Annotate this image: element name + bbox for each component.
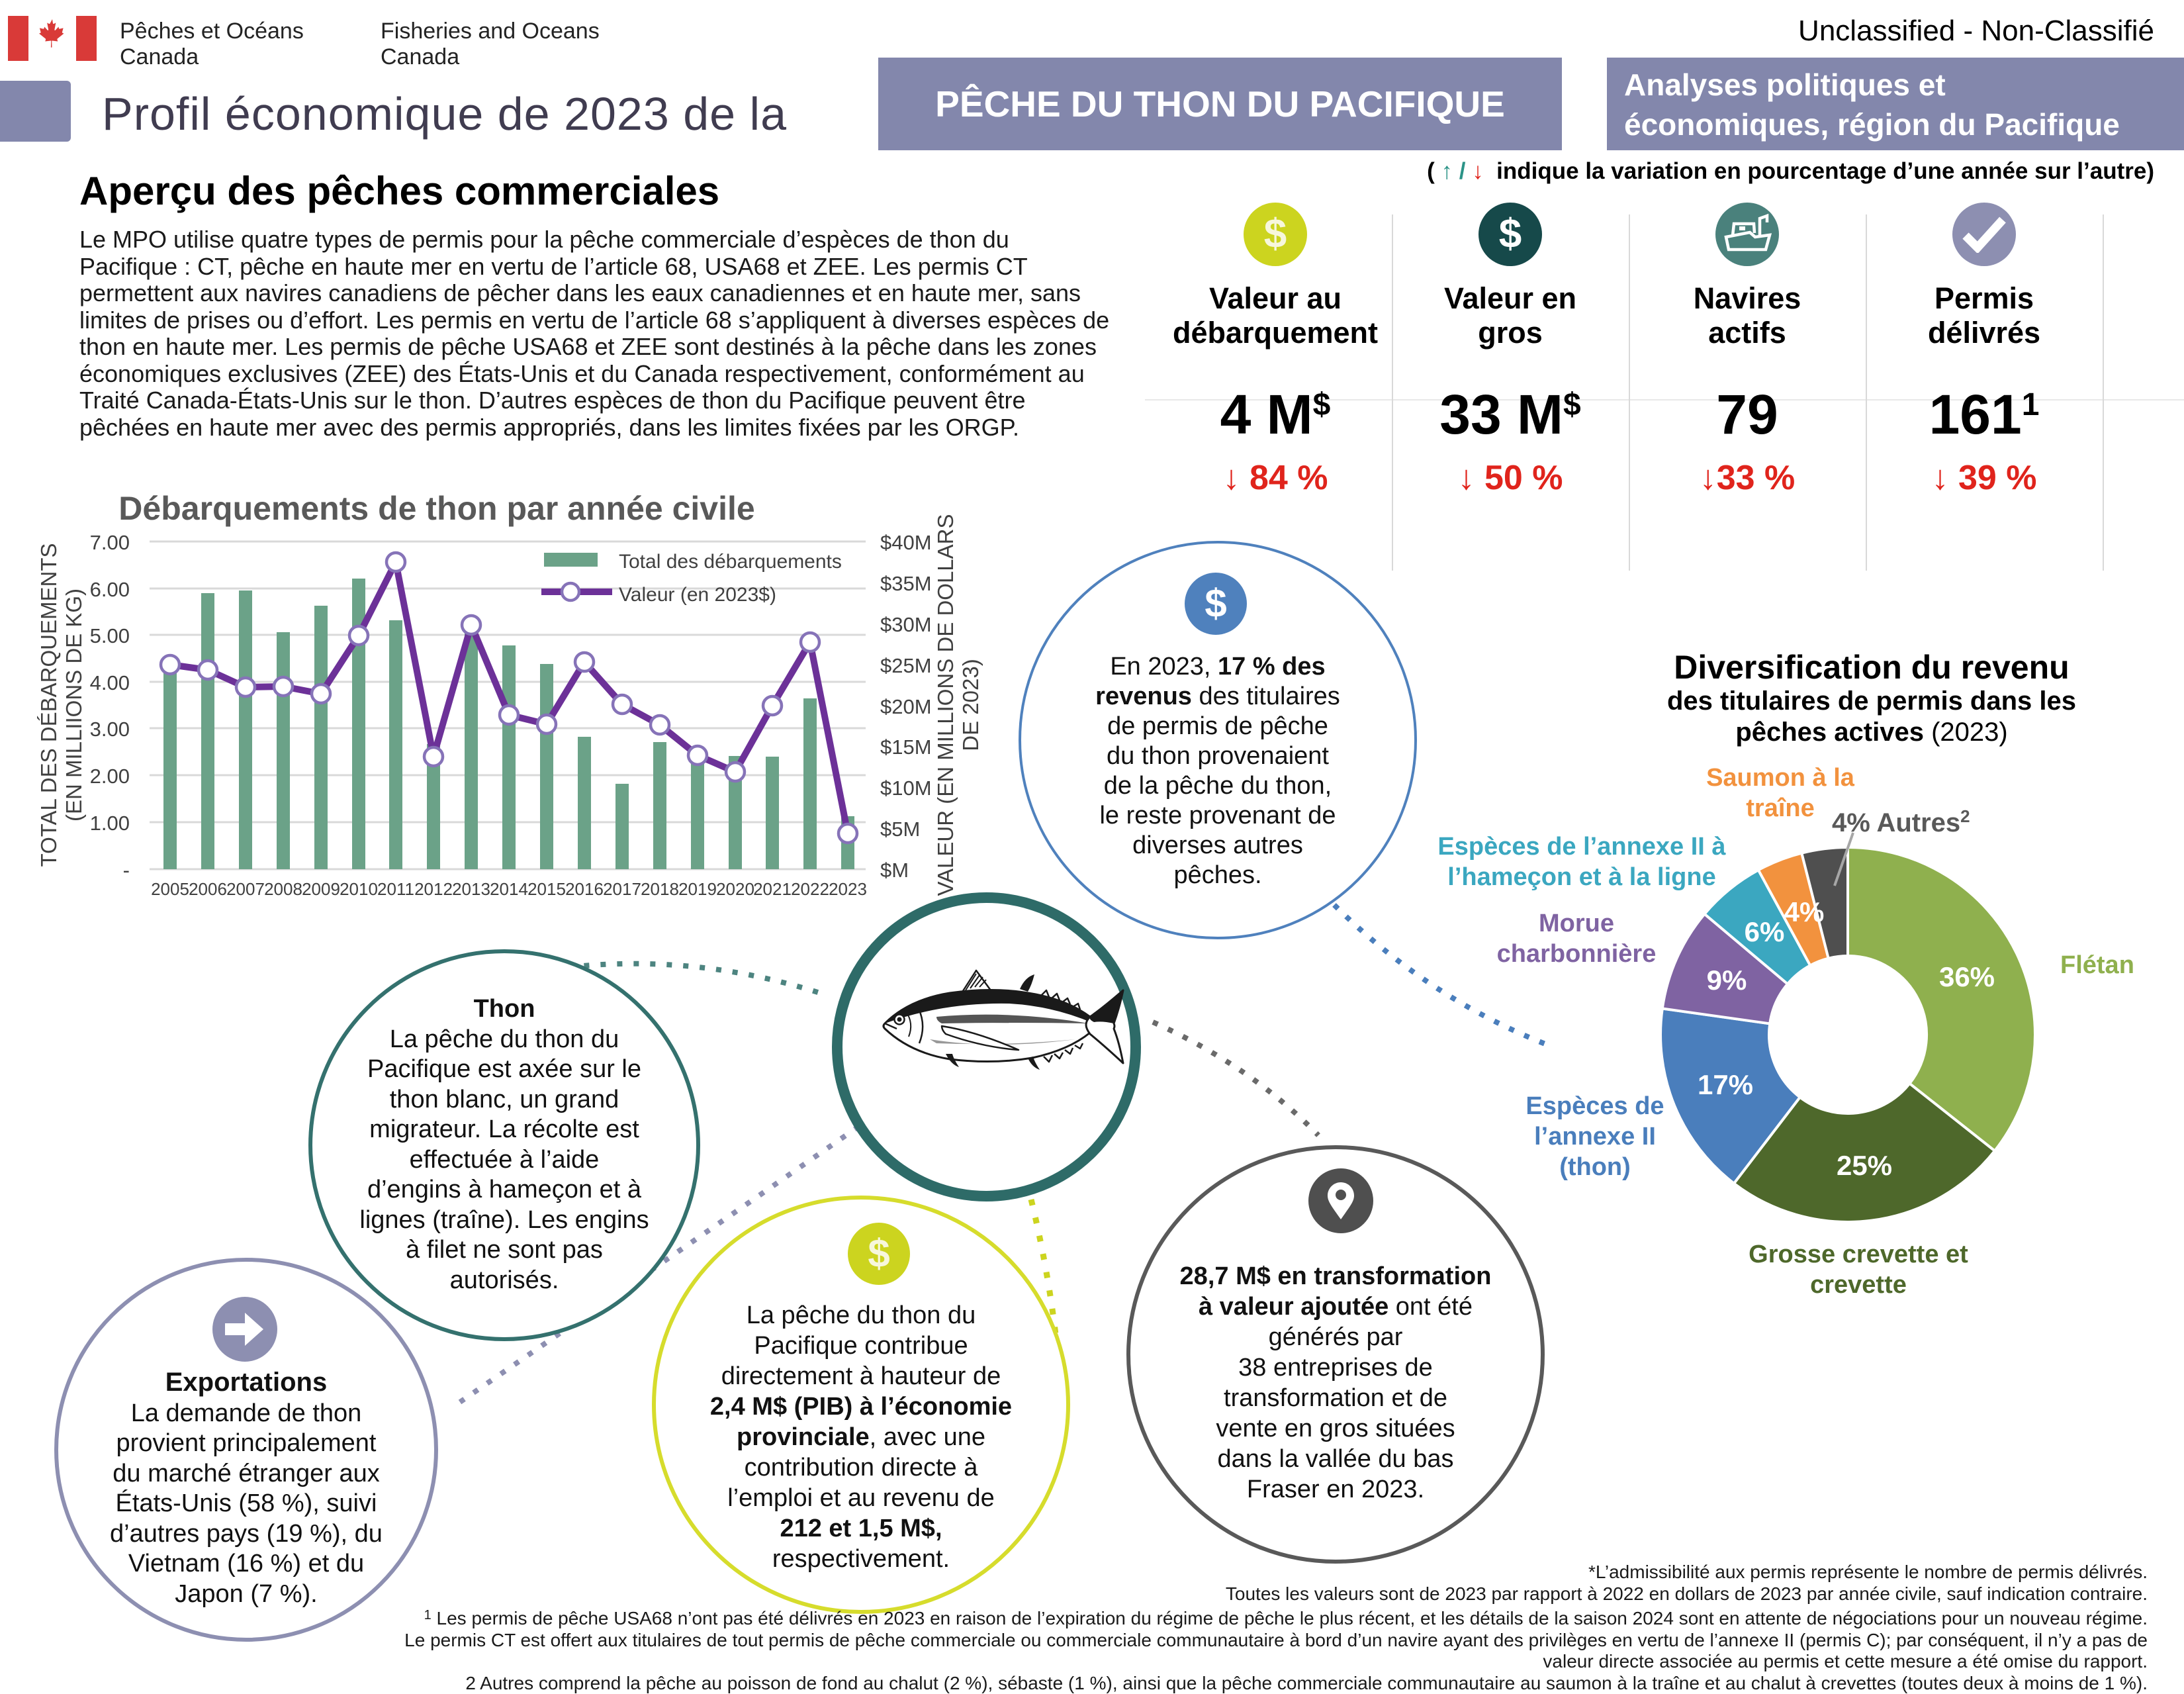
svg-text:$40M: $40M bbox=[880, 531, 932, 554]
svg-text:1.00: 1.00 bbox=[90, 812, 130, 835]
svg-text:2016: 2016 bbox=[565, 879, 604, 899]
svg-text:6%: 6% bbox=[1745, 916, 1785, 947]
svg-text:4.00: 4.00 bbox=[90, 671, 130, 694]
svg-text:$30M: $30M bbox=[880, 613, 932, 636]
svg-text:25%: 25% bbox=[1837, 1150, 1892, 1181]
svg-text:Total des débarquements: Total des débarquements bbox=[619, 551, 842, 573]
svg-text:2023: 2023 bbox=[829, 879, 867, 899]
svg-text:$15M: $15M bbox=[880, 735, 932, 759]
svg-text:5.00: 5.00 bbox=[90, 624, 130, 647]
svg-text:$20M: $20M bbox=[880, 695, 932, 718]
svg-text:2013: 2013 bbox=[452, 879, 490, 899]
svg-text:-: - bbox=[123, 859, 130, 882]
svg-text:VALEUR (EN MILLIONS DE DOLLARS: VALEUR (EN MILLIONS DE DOLLARS bbox=[933, 514, 958, 896]
svg-text:2014: 2014 bbox=[490, 879, 528, 899]
svg-text:2008: 2008 bbox=[264, 879, 302, 899]
svg-text:Valeur (en 2023$): Valeur (en 2023$) bbox=[619, 584, 776, 606]
svg-text:2018: 2018 bbox=[641, 879, 679, 899]
svg-text:2015: 2015 bbox=[527, 879, 566, 899]
svg-text:$35M: $35M bbox=[880, 572, 932, 595]
svg-text:2012: 2012 bbox=[414, 879, 453, 899]
svg-text:$5M: $5M bbox=[880, 818, 920, 841]
svg-text:2005: 2005 bbox=[151, 879, 189, 899]
svg-text:3.00: 3.00 bbox=[90, 718, 130, 741]
svg-text:9%: 9% bbox=[1707, 965, 1747, 996]
svg-text:4%: 4% bbox=[1784, 896, 1825, 927]
svg-text:36%: 36% bbox=[1939, 961, 1995, 992]
svg-text:2011: 2011 bbox=[377, 879, 414, 899]
svg-text:7.00: 7.00 bbox=[90, 531, 130, 554]
svg-text:2.00: 2.00 bbox=[90, 765, 130, 788]
svg-text:17%: 17% bbox=[1698, 1069, 1753, 1100]
svg-text:(EN MILLIIONS DE KG): (EN MILLIIONS DE KG) bbox=[62, 588, 86, 822]
svg-text:$M: $M bbox=[880, 859, 909, 882]
svg-text:TOTAL DES DÉBARQUEMENTS: TOTAL DES DÉBARQUEMENTS bbox=[36, 543, 61, 867]
svg-text:2010: 2010 bbox=[340, 879, 378, 899]
svg-text:$25M: $25M bbox=[880, 654, 932, 677]
svg-text:$10M: $10M bbox=[880, 776, 932, 800]
svg-text:2022: 2022 bbox=[791, 879, 829, 899]
svg-text:2007: 2007 bbox=[226, 879, 265, 899]
svg-text:2017: 2017 bbox=[603, 879, 641, 899]
svg-text:2019: 2019 bbox=[678, 879, 717, 899]
svg-text:2009: 2009 bbox=[302, 879, 340, 899]
svg-text:2006: 2006 bbox=[189, 879, 227, 899]
svg-text:Débarquements de thon par anné: Débarquements de thon par année civile bbox=[118, 490, 754, 527]
svg-text:2020: 2020 bbox=[716, 879, 754, 899]
svg-text:6.00: 6.00 bbox=[90, 578, 130, 601]
svg-text:2021: 2021 bbox=[753, 879, 792, 899]
svg-text:DE 2023): DE 2023) bbox=[958, 659, 983, 751]
